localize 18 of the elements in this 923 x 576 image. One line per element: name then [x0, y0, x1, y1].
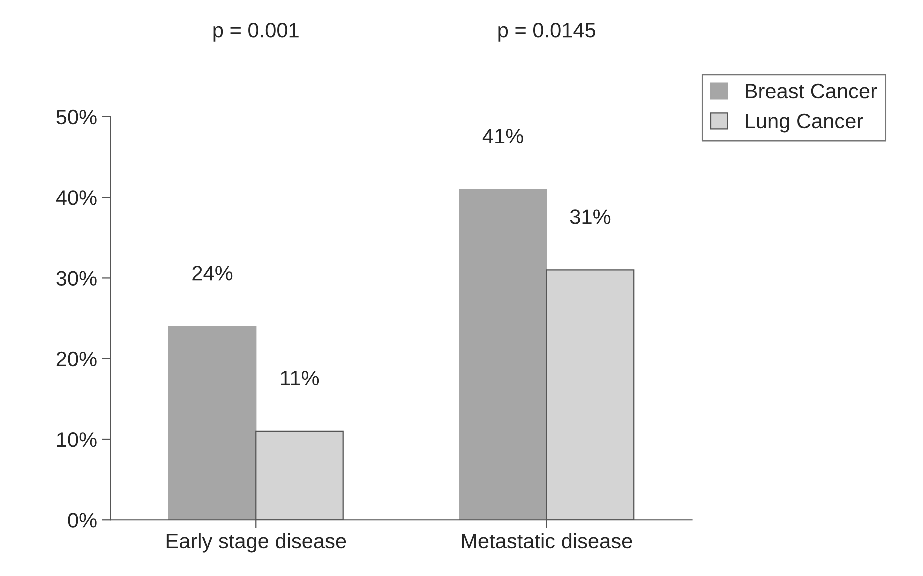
bar	[168, 326, 257, 520]
data-label: 31%	[570, 210, 611, 224]
y-tick-label: 10%	[57, 432, 97, 448]
y-tick-label: 0%	[68, 513, 97, 528]
x-tick-label: Metastatic disease	[462, 533, 632, 549]
data-label: 41%	[482, 129, 524, 144]
x-tick-label: Early stage disease	[166, 533, 346, 553]
y-tick-label: 50%	[56, 110, 97, 125]
legend-label: Breast Cancer	[746, 84, 878, 99]
text: p = 0.0145	[498, 23, 596, 42]
y-tick-label: 20%	[56, 352, 97, 367]
data-label: 11%	[281, 370, 320, 386]
y-tick-label: 30%	[56, 271, 97, 286]
data-label: 24%	[192, 266, 233, 281]
y-tick-label: 40%	[56, 190, 97, 206]
text: p = 0.001	[214, 23, 299, 42]
legend-label: Lung Cancer	[746, 114, 864, 133]
bar	[459, 188, 548, 520]
